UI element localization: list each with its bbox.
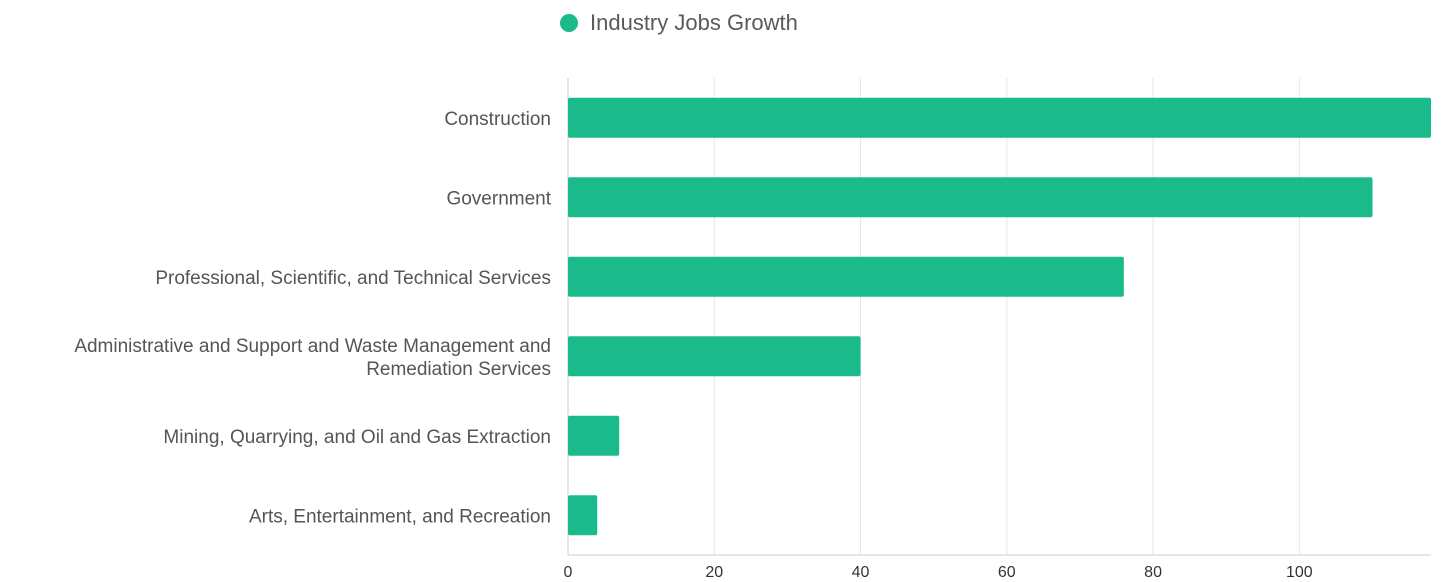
x-tick-label: 60: [998, 564, 1016, 581]
legend[interactable]: Industry Jobs Growth: [560, 8, 798, 38]
bars: [568, 97, 1431, 536]
x-tick-label: 20: [705, 564, 723, 581]
x-tick-label: 100: [1286, 564, 1313, 581]
category-label: Administrative and Support and Waste Man…: [74, 336, 551, 357]
bar[interactable]: [568, 495, 598, 536]
bar[interactable]: [568, 415, 620, 456]
bar[interactable]: [568, 336, 861, 377]
x-tick-label: 80: [1144, 564, 1162, 581]
gridlines: [567, 78, 1300, 555]
category-label: Remediation Services: [366, 359, 551, 380]
bar[interactable]: [568, 256, 1124, 297]
x-tick-label: 40: [852, 564, 870, 581]
bar[interactable]: [568, 177, 1373, 218]
category-label: Mining, Quarrying, and Oil and Gas Extra…: [163, 427, 551, 448]
category-label: Construction: [444, 109, 551, 130]
category-label: Government: [446, 188, 551, 209]
x-tick-label: 0: [564, 564, 573, 581]
legend-label: Industry Jobs Growth: [590, 10, 798, 35]
x-axis: 0 20 40 60 80 100: [564, 554, 1431, 581]
category-label: Professional, Scientific, and Technical …: [155, 268, 551, 289]
category-label: Arts, Entertainment, and Recreation: [249, 506, 551, 527]
bar[interactable]: [568, 97, 1431, 138]
category-labels: Construction Government Professional, Scie…: [74, 109, 551, 528]
legend-swatch: [560, 14, 578, 32]
